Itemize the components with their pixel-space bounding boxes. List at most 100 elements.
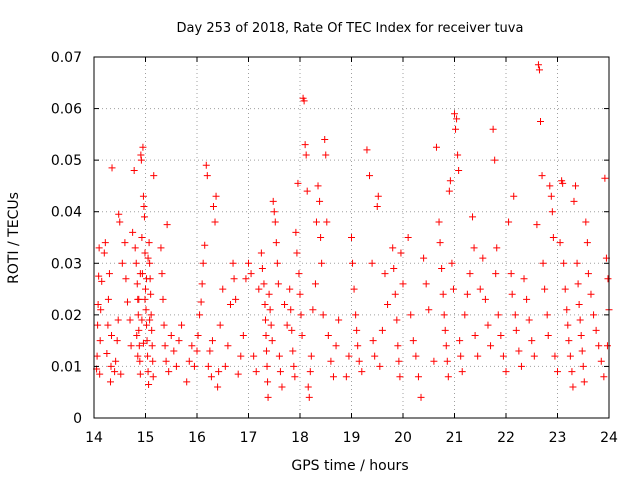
data-point [348,234,355,241]
data-point [145,239,153,247]
data-point [528,337,536,345]
data-point [412,352,420,360]
data-point [577,331,585,339]
data-point [441,326,449,334]
data-point [190,362,198,370]
data-point [111,368,119,376]
data-point [245,259,252,267]
data-point [345,352,353,360]
data-point [443,357,451,365]
data-point [544,331,552,339]
data-point [138,234,146,241]
data-point [366,172,374,180]
data-point [534,61,542,69]
data-point [414,373,422,381]
data-point [452,125,460,133]
data-point [194,331,202,339]
data-point [232,295,240,303]
data-point [226,301,234,309]
data-point [574,280,582,288]
data-point [487,342,495,350]
data-point [105,270,113,278]
data-point [329,373,337,381]
data-point [318,259,326,267]
data-point [448,259,456,267]
data-point [551,352,559,360]
data-point [566,352,574,360]
data-point [206,347,214,355]
data-point [224,342,232,350]
data-point [106,378,114,386]
data-point [494,311,502,319]
data-point [570,197,578,205]
data-point [568,368,576,376]
data-point [600,373,608,381]
data-point [435,218,443,226]
y-tick-label: 0.04 [51,205,82,221]
data-point [317,234,325,241]
data-point [290,362,298,370]
data-point [193,347,201,355]
data-point [143,337,151,345]
data-point [573,259,581,267]
data-point [376,362,384,370]
data-point [499,352,507,360]
data-point [275,352,283,360]
y-tick-label: 0.06 [51,102,82,118]
data-point [214,383,222,391]
data-point [580,378,588,386]
data-point [295,270,303,278]
data-point [247,270,255,278]
data-point [463,290,471,298]
data-point [396,373,404,381]
data-point [350,285,358,293]
data-point [578,347,586,355]
data-point [135,342,143,350]
data-point [505,218,513,226]
data-point [335,316,343,324]
data-point [207,373,215,381]
data-point [104,295,112,303]
data-point [292,228,300,236]
data-point [94,321,102,329]
data-point [263,347,271,355]
data-point [129,228,137,236]
data-point [458,368,466,376]
data-point [342,373,350,381]
chart-title: Day 253 of 2018, Rate Of TEC Index for r… [177,21,524,36]
data-point [583,239,591,247]
data-point [95,272,103,280]
data-point [276,368,284,376]
data-point [133,280,141,288]
data-point [132,259,140,267]
data-point [135,295,143,303]
x-tick-label: 21 [446,430,464,446]
data-point [278,383,286,391]
data-point [595,342,603,350]
data-point [96,370,104,378]
data-point [258,264,266,272]
data-point [294,179,302,187]
x-tick-label: 23 [549,430,567,446]
x-tick-label: 24 [600,430,618,446]
data-point [170,347,178,355]
data-point [354,342,362,350]
data-point [103,350,111,358]
data-point [208,337,216,345]
data-point [442,342,450,350]
data-point [453,115,461,123]
data-point [543,311,551,319]
data-point [209,203,217,211]
data-point [322,151,330,159]
data-point [229,259,237,267]
data-point [142,306,150,314]
x-tick-label: 19 [343,430,361,446]
data-point [108,331,116,339]
data-point [515,347,523,355]
data-point [319,311,327,319]
data-point [289,347,297,355]
data-point [422,280,430,288]
data-point [476,285,484,293]
data-point [530,352,538,360]
